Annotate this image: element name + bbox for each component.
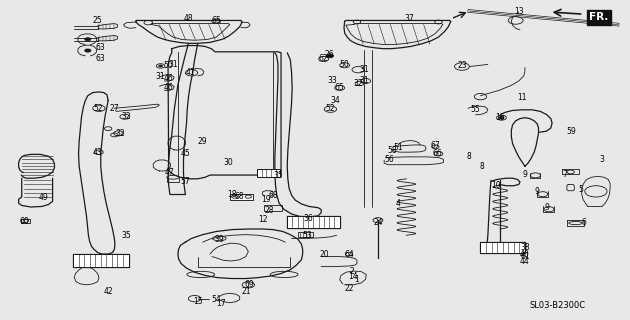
Text: 60: 60 [20,217,30,226]
Text: 62: 62 [319,53,328,63]
Text: 65: 65 [211,16,221,25]
Text: 50: 50 [163,61,173,70]
Text: 31: 31 [168,60,178,69]
Text: 44: 44 [520,257,530,267]
Text: 48: 48 [183,14,193,23]
Text: 10: 10 [491,180,501,189]
Text: 23: 23 [457,61,467,70]
Text: FR.: FR. [589,12,609,22]
Text: 63: 63 [96,53,106,63]
Text: 13: 13 [514,6,524,16]
Text: 31: 31 [360,76,369,84]
Text: 19: 19 [261,195,270,204]
Text: 53: 53 [303,231,312,240]
Text: 33: 33 [328,76,337,85]
Text: 31: 31 [156,72,166,81]
Text: 9: 9 [522,170,527,179]
Text: 21: 21 [241,287,251,296]
Text: 3: 3 [600,156,605,164]
Text: 29: 29 [198,137,207,146]
Text: 47: 47 [165,168,175,177]
Text: 20: 20 [319,250,329,259]
Text: 40: 40 [520,250,530,259]
Text: 16: 16 [495,113,505,122]
Bar [481,242,525,253]
Text: 46: 46 [163,84,173,92]
Text: 6: 6 [581,218,586,227]
Text: 28: 28 [265,206,274,215]
Bar [287,216,340,228]
Text: 14: 14 [348,272,358,281]
Text: 52: 52 [326,104,335,113]
Text: 65: 65 [335,83,345,92]
Text: 64: 64 [344,250,354,259]
Text: 1: 1 [355,275,359,284]
Text: 8: 8 [479,162,484,171]
Text: 51: 51 [394,143,403,152]
Circle shape [499,116,504,119]
Bar [265,205,282,211]
Bar [73,254,129,267]
Text: 63: 63 [96,43,106,52]
Text: 2: 2 [350,267,355,276]
Text: 68: 68 [268,191,278,200]
Circle shape [84,49,91,52]
Text: 57: 57 [180,178,190,187]
Text: 50: 50 [340,60,350,69]
Text: 30: 30 [224,158,234,167]
Text: 37: 37 [404,14,415,23]
Text: 32: 32 [116,129,125,138]
Text: 24: 24 [373,218,383,227]
Text: 17: 17 [216,299,226,308]
Text: 32: 32 [122,112,132,121]
Text: 59: 59 [566,127,576,136]
Text: 9: 9 [535,187,540,196]
Text: SL03-B2300C: SL03-B2300C [530,301,586,310]
Text: 41: 41 [185,68,195,77]
Text: 69: 69 [244,280,254,289]
Text: 54: 54 [211,295,221,304]
Text: 61: 61 [520,252,530,261]
Text: 35: 35 [273,171,283,180]
Text: 34: 34 [331,96,340,105]
Bar [298,231,313,237]
Text: 39: 39 [214,235,224,244]
Text: 7: 7 [563,170,568,179]
Text: 67: 67 [430,141,440,150]
Text: 31: 31 [360,65,369,74]
Text: 36: 36 [303,214,313,223]
Text: 15: 15 [193,297,202,306]
Circle shape [84,38,91,41]
Text: 8: 8 [467,152,472,161]
Text: 32: 32 [353,79,363,88]
Text: 55: 55 [471,105,481,114]
Text: 26: 26 [324,51,334,60]
Text: 9: 9 [544,203,549,212]
Text: 25: 25 [93,16,103,25]
Text: 42: 42 [103,287,113,296]
Text: 12: 12 [258,215,267,224]
Text: 27: 27 [110,104,119,113]
Circle shape [159,65,163,67]
Text: 52: 52 [93,104,103,113]
Text: 5: 5 [578,185,583,194]
Text: 4: 4 [396,199,401,208]
Text: 49: 49 [38,193,49,202]
Text: 43: 43 [93,148,103,157]
Text: 46: 46 [163,74,173,83]
Text: 56: 56 [384,156,394,164]
Text: 58: 58 [387,146,397,155]
Text: 66: 66 [432,149,442,158]
Text: 22: 22 [344,284,353,293]
Text: 11: 11 [517,93,527,102]
Bar [230,194,253,199]
Text: 45: 45 [180,149,190,158]
Bar [257,169,280,177]
Text: 18: 18 [227,190,236,199]
Circle shape [326,54,333,58]
Text: 35: 35 [122,231,132,240]
Text: 38: 38 [520,243,530,252]
Text: 68: 68 [235,192,244,201]
